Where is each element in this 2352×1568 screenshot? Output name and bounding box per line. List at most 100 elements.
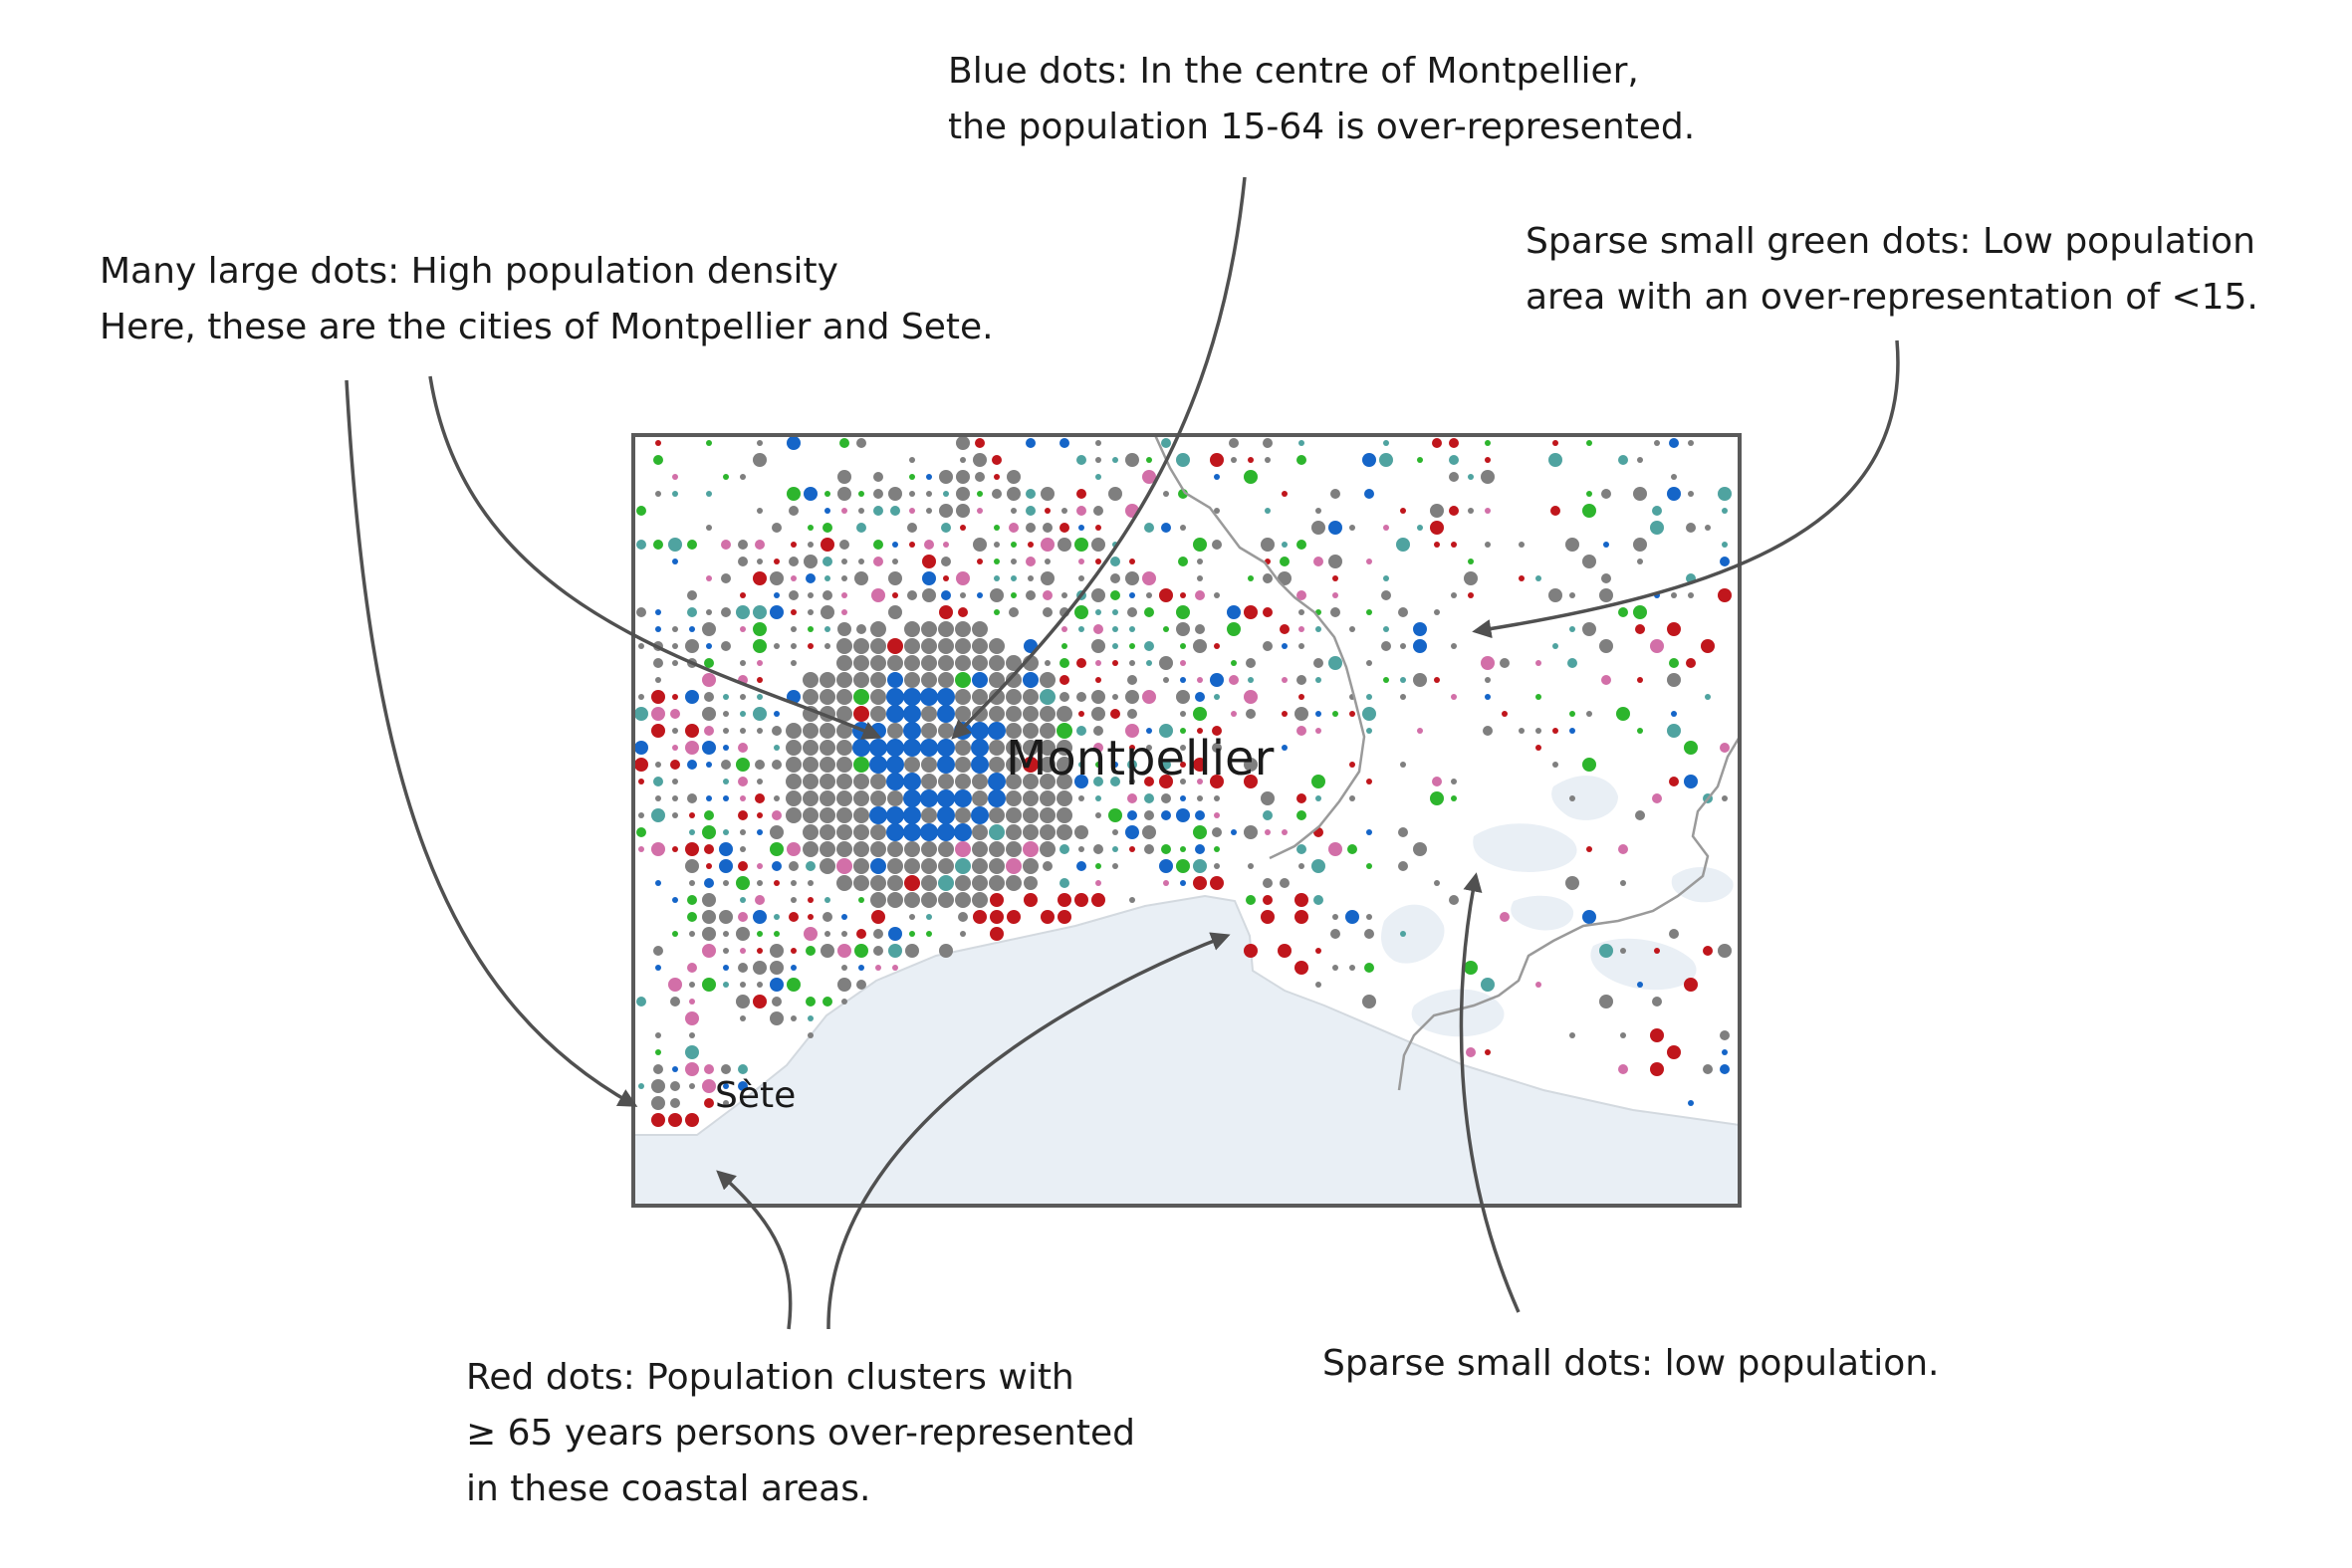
annotation-line: Red dots: Population clusters with (466, 1357, 1074, 1398)
population-dot (888, 927, 902, 941)
population-dot (955, 841, 971, 857)
population-dot (1652, 793, 1662, 803)
population-dot (1349, 711, 1355, 717)
population-dot (1093, 624, 1103, 634)
population-dot (886, 823, 904, 841)
population-dot (1023, 672, 1039, 688)
population-dot (770, 1011, 784, 1025)
population-dot (1449, 895, 1459, 905)
population-dot (672, 728, 678, 734)
population-dot (836, 875, 852, 891)
population-dot (1244, 944, 1258, 958)
population-dot (803, 790, 819, 806)
population-dot (836, 807, 852, 823)
population-dot (1231, 457, 1237, 463)
population-dot (791, 542, 797, 548)
population-dot (757, 694, 763, 700)
population-dot (1263, 438, 1273, 448)
population-dot (634, 707, 648, 721)
population-dot (941, 590, 951, 600)
population-dot (806, 861, 816, 871)
population-dot (1449, 438, 1459, 448)
population-dot (1231, 660, 1237, 666)
population-dot (786, 740, 802, 756)
population-dot (1315, 795, 1321, 801)
population-dot (721, 607, 731, 617)
population-dot (975, 438, 985, 448)
population-dot (955, 875, 971, 891)
population-dot (892, 542, 898, 548)
population-dot (1366, 694, 1372, 700)
population-dot (954, 789, 972, 807)
population-dot (926, 931, 932, 937)
population-dot (787, 487, 801, 501)
population-dot (904, 841, 920, 857)
population-dot (1396, 538, 1410, 552)
boundary-line (1153, 435, 1366, 860)
population-dot (704, 1098, 714, 1108)
population-dot (1330, 929, 1340, 939)
population-dot (1451, 694, 1457, 700)
population-dot (1011, 542, 1017, 548)
population-dot (1481, 978, 1495, 992)
population-dot (808, 626, 814, 632)
population-dot (1043, 607, 1053, 617)
population-dot (755, 540, 765, 550)
population-dot (1366, 660, 1372, 666)
population-dot (1159, 724, 1173, 738)
population-dot (1366, 728, 1372, 734)
population-dot (1616, 707, 1630, 721)
population-dot (1552, 762, 1558, 768)
population-dot (955, 757, 971, 773)
population-dot (1519, 728, 1525, 734)
population-dot (1500, 658, 1510, 668)
population-dot (1214, 694, 1220, 700)
population-dot (1485, 677, 1491, 683)
population-dot (1667, 487, 1681, 501)
population-dot (1366, 914, 1372, 920)
population-dot (988, 789, 1006, 807)
population-dot (706, 525, 712, 531)
population-dot (723, 948, 729, 954)
population-dot (1193, 876, 1207, 890)
population-dot (1652, 997, 1662, 1007)
population-dot (956, 470, 970, 484)
population-dot (988, 722, 1006, 740)
population-dot (1618, 455, 1628, 465)
population-dot (1417, 525, 1423, 531)
population-dot (1328, 656, 1342, 670)
population-dot (740, 948, 746, 954)
population-dot (655, 440, 661, 446)
population-dot (789, 557, 799, 566)
population-dot (887, 655, 903, 671)
population-dot (1078, 575, 1084, 581)
population-dot (841, 931, 847, 937)
population-dot (1023, 790, 1039, 806)
population-dot (786, 723, 802, 739)
population-dot (1633, 487, 1647, 501)
population-dot (1552, 728, 1558, 734)
population-dot (858, 491, 864, 497)
population-dot (808, 897, 814, 903)
population-dot (1434, 880, 1440, 886)
population-dot (1603, 542, 1609, 548)
population-dot (638, 694, 644, 700)
population-dot (719, 910, 733, 924)
population-dot (1057, 790, 1072, 806)
population-dot (808, 1015, 814, 1021)
population-dot (836, 638, 852, 654)
population-dot (1193, 707, 1207, 721)
population-dot (1061, 643, 1067, 649)
annotation-sparse-dots: Sparse small dots: low population. (1322, 1336, 1940, 1392)
population-dot (1214, 508, 1220, 514)
population-dot (989, 689, 1005, 705)
population-dot (1601, 675, 1611, 685)
population-dot (973, 453, 987, 467)
population-dot (723, 880, 729, 886)
population-dot (858, 897, 864, 903)
population-dot (856, 980, 866, 990)
population-dot (837, 978, 851, 992)
population-dot (723, 1083, 729, 1089)
population-dot (977, 508, 983, 514)
population-dot (1565, 876, 1579, 890)
